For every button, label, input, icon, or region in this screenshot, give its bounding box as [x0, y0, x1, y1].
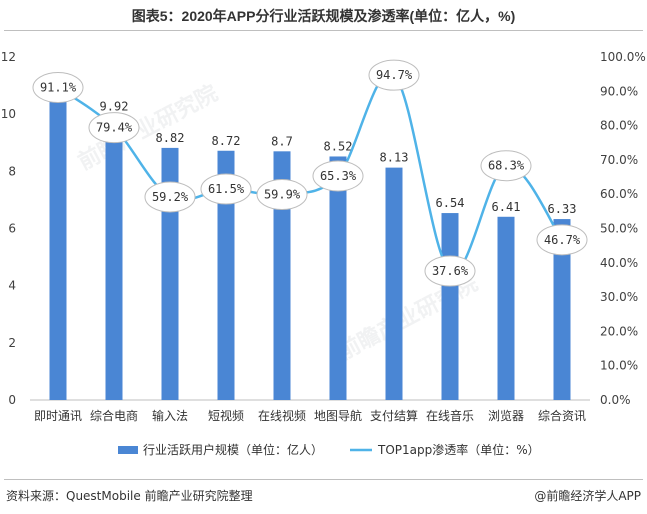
line-value-label: 37.6%: [432, 264, 469, 278]
bar: [329, 156, 347, 400]
y-right-tick-label: 30.0%: [600, 290, 638, 304]
y-left-tick-label: 10: [1, 107, 16, 121]
y-right-tick-label: 60.0%: [600, 187, 638, 201]
y-left-tick-label: 0: [8, 393, 16, 407]
bar: [273, 151, 291, 400]
y-right-tick-label: 90.0%: [600, 84, 638, 98]
bar-value-label: 8.13: [380, 151, 409, 165]
x-tick-label: 即时通讯: [34, 409, 82, 423]
bar-value-label: 8.72: [212, 134, 241, 148]
bar: [217, 150, 235, 400]
bar: [105, 116, 123, 400]
line-label-bubble: [144, 181, 196, 213]
line-label-bubble: [368, 59, 420, 91]
title-divider: [4, 30, 643, 31]
x-tick-label: 短视频: [208, 408, 244, 423]
bar-value-label: 8.52: [324, 139, 353, 153]
legend-line-label: TOP1app渗透率（单位：%）: [377, 442, 540, 457]
bar: [553, 219, 571, 400]
bar: [385, 167, 403, 400]
legend-bar-label: 行业活跃用户规模（单位：亿人）: [143, 442, 323, 457]
y-left-tick-label: 2: [8, 336, 16, 350]
x-tick-label: 支付结算: [370, 408, 418, 423]
brand-label: @前瞻经济学人APP: [534, 489, 641, 503]
line-label-bubble: [312, 160, 364, 192]
y-left-tick-label: 8: [8, 164, 16, 178]
y-left-tick-label: 6: [8, 222, 16, 236]
line-value-label: 94.7%: [376, 68, 413, 82]
line-label-bubble: [200, 173, 252, 205]
bar: [497, 216, 515, 400]
bar: [441, 213, 459, 400]
line-label-bubble: [88, 112, 140, 144]
y-left-tick-label: 12: [1, 50, 16, 64]
y-right-tick-label: 40.0%: [600, 256, 638, 270]
line-value-label: 46.7%: [544, 233, 581, 247]
bar-value-label: 6.33: [548, 202, 577, 216]
bar-value-label: 6.41: [492, 200, 521, 214]
line-value-label: 79.4%: [96, 121, 133, 135]
y-right-tick-label: 20.0%: [600, 324, 638, 338]
x-tick-label: 综合资讯: [538, 408, 586, 423]
x-tick-label: 浏览器: [488, 408, 524, 423]
line-label-bubble: [424, 255, 476, 287]
y-right-tick-label: 100.0%: [600, 50, 646, 64]
y-right-tick-label: 0.0%: [600, 393, 631, 407]
line-value-label: 68.3%: [488, 159, 525, 173]
y-right-tick-label: 80.0%: [600, 119, 638, 133]
y-left-tick-label: 4: [8, 279, 16, 293]
line-value-label: 65.3%: [320, 169, 357, 183]
line-value-label: 61.5%: [208, 182, 245, 196]
source-note: 资料来源：QuestMobile 前瞻产业研究院整理: [6, 489, 253, 503]
bar-value-label: 8.82: [156, 131, 185, 145]
y-right-tick-label: 70.0%: [600, 153, 638, 167]
line-label-bubble: [256, 179, 308, 211]
bar-value-label: 6.54: [436, 196, 465, 210]
line-value-label: 91.1%: [40, 81, 77, 95]
footer-divider: [4, 479, 643, 480]
bar-value-label: 9.92: [100, 99, 129, 113]
line-label-bubble: [480, 150, 532, 182]
bar: [49, 92, 67, 400]
legend-bar-swatch: [118, 446, 138, 454]
y-right-tick-label: 10.0%: [600, 359, 638, 373]
line-value-label: 59.2%: [152, 190, 189, 204]
x-tick-label: 输入法: [152, 408, 188, 423]
x-tick-label: 在线音乐: [426, 408, 474, 423]
line-label-bubble: [32, 72, 84, 104]
line-label-bubble: [536, 224, 588, 256]
x-tick-label: 在线视频: [258, 408, 306, 423]
x-tick-label: 综合电商: [90, 408, 138, 423]
y-right-tick-label: 50.0%: [600, 222, 638, 236]
line-value-label: 59.9%: [264, 188, 301, 202]
bar-value-label: 8.7: [271, 134, 293, 148]
chart-title: 图表5：2020年APP分行业活跃规模及渗透率(单位：亿人，%): [131, 8, 516, 24]
x-tick-label: 地图导航: [314, 408, 362, 423]
